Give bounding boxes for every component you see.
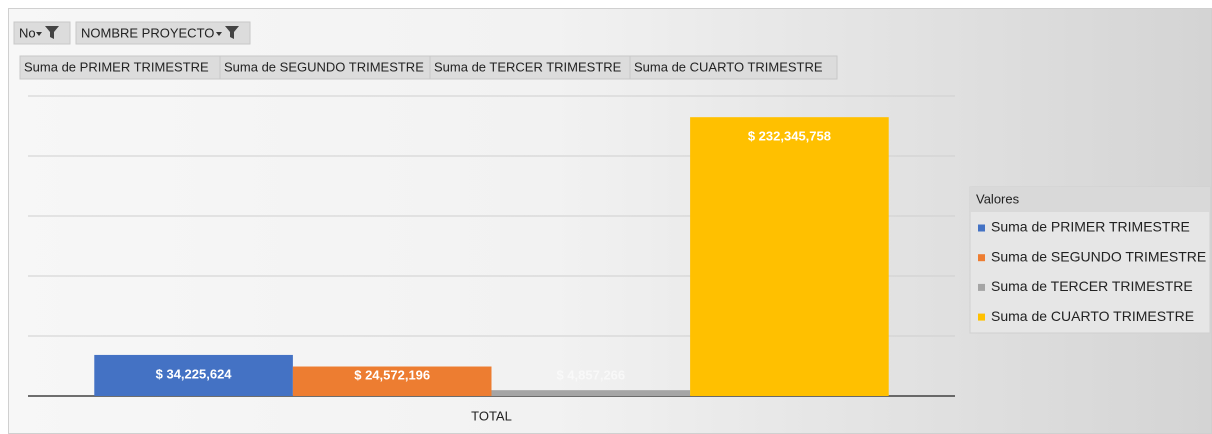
legend-label: Suma de SEGUNDO TRIMESTRE [991, 248, 1206, 264]
field-label: Suma de CUARTO TRIMESTRE [634, 59, 823, 74]
value-label: $ 34,225,624 [156, 366, 233, 381]
field-label: Suma de SEGUNDO TRIMESTRE [224, 59, 424, 74]
legend-label: Suma de PRIMER TRIMESTRE [991, 219, 1190, 235]
dropdown-arrow [216, 32, 222, 36]
bar [292, 366, 492, 396]
legend-swatch [978, 224, 985, 232]
filter-label: No [19, 25, 36, 40]
value-label: $ 232,345,758 [748, 129, 831, 144]
filter-button[interactable] [75, 21, 251, 45]
field-label: Suma de TERCER TRIMESTRE [434, 59, 622, 74]
filter-icon [45, 26, 59, 39]
filter-label: NOMBRE PROYECTO [81, 25, 214, 40]
legend-swatch [978, 254, 985, 262]
legend-label: Suma de TERCER TRIMESTRE [991, 278, 1193, 294]
bar [94, 354, 293, 396]
value-label: $ 24,572,196 [354, 367, 430, 382]
legend-swatch [978, 313, 985, 321]
value-label: $ 4,857,266 [556, 367, 625, 382]
field-button[interactable] [629, 55, 838, 80]
legend-label: Suma de CUARTO TRIMESTRE [991, 308, 1194, 324]
x-tick-label: TOTAL [471, 408, 512, 423]
legend-swatch [978, 283, 985, 291]
field-label: Suma de PRIMER TRIMESTRE [24, 59, 209, 74]
legend-title-bg [970, 187, 1210, 212]
dropdown-arrow [36, 32, 42, 36]
filter-icon [225, 26, 239, 39]
bar [690, 117, 889, 396]
bar [491, 390, 691, 396]
legend-title: Valores [976, 191, 1020, 206]
